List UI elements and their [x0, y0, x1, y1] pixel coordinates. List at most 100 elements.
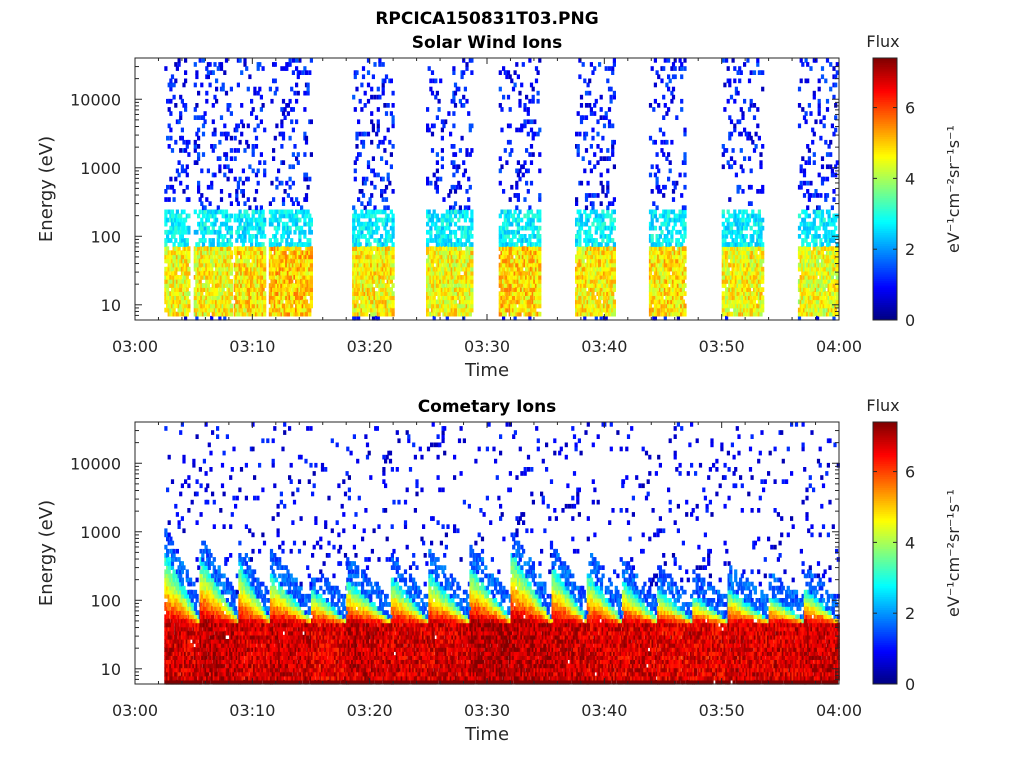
flux-cell — [671, 180, 676, 186]
flux-cell — [430, 131, 435, 137]
flux-cell — [170, 148, 175, 153]
flux-cell — [167, 275, 171, 280]
flux-cell — [216, 66, 220, 71]
flux-cell — [254, 144, 259, 149]
flux-cell — [725, 279, 729, 284]
flux-cell — [361, 275, 366, 280]
flux-cell — [210, 184, 214, 190]
flux-cell — [283, 307, 287, 313]
flux-cell — [612, 217, 616, 223]
flux-cell — [502, 295, 506, 301]
flux-cell — [243, 62, 247, 67]
flux-cell — [241, 180, 245, 186]
flux-cell — [272, 213, 276, 219]
flux-cell — [250, 262, 254, 268]
flux-cell — [583, 287, 587, 292]
flux-cell — [352, 229, 356, 235]
flux-cell — [303, 90, 307, 96]
flux-cell — [216, 311, 220, 317]
flux-cell — [371, 209, 375, 215]
flux-cell — [599, 107, 603, 112]
flux-cell — [283, 258, 287, 264]
flux-cell — [233, 246, 237, 251]
flux-cell — [434, 291, 438, 296]
flux-cell — [589, 234, 593, 239]
flux-cell — [263, 307, 267, 313]
flux-cell — [291, 246, 295, 251]
flux-cell — [251, 213, 255, 219]
flux-cell — [261, 225, 265, 231]
flux-cell — [180, 127, 184, 133]
flux-cell — [675, 213, 679, 219]
flux-cell — [371, 287, 375, 292]
flux-cell — [370, 221, 374, 227]
flux-cell — [293, 229, 297, 235]
flux-cell — [291, 58, 295, 63]
flux-cell — [663, 291, 667, 296]
flux-cell — [240, 283, 244, 288]
flux-cell — [226, 238, 230, 243]
flux-cell — [662, 115, 666, 120]
flux-cell — [381, 250, 385, 256]
flux-cell — [538, 303, 542, 309]
flux-cell — [511, 86, 516, 92]
flux-cell — [589, 62, 593, 67]
flux-cell — [235, 270, 239, 276]
flux-cell — [439, 307, 443, 313]
flux-cell — [353, 213, 357, 219]
flux-cell — [728, 295, 732, 301]
flux-cell — [238, 176, 242, 182]
flux-cell — [180, 98, 184, 104]
flux-cell — [452, 144, 456, 149]
flux-cell — [184, 279, 188, 284]
flux-cell — [366, 82, 371, 88]
flux-cell — [301, 262, 305, 268]
flux-cell — [663, 217, 667, 223]
flux-cell — [286, 258, 290, 264]
flux-cell — [243, 287, 247, 292]
flux-cell — [221, 238, 225, 243]
flux-cell — [211, 311, 215, 317]
flux-cell — [304, 311, 309, 317]
panel-1: 03:00 03:10 03:20 03:30 03:40 03:50 04:0010100… — [36, 32, 963, 381]
flux-cell — [298, 266, 302, 272]
flux-cell — [286, 234, 290, 239]
flux-cell — [203, 283, 207, 288]
flux-cell — [259, 234, 263, 239]
flux-cell — [361, 193, 366, 198]
flux-cell — [370, 262, 374, 268]
flux-cell — [236, 180, 240, 186]
flux-cell — [452, 205, 456, 211]
flux-cell — [259, 242, 263, 247]
flux-cell — [384, 311, 389, 317]
flux-cell — [660, 139, 664, 145]
flux-cell — [683, 213, 687, 219]
flux-cell — [233, 213, 237, 219]
flux-cell — [170, 74, 175, 80]
flux-cell — [216, 266, 220, 272]
flux-cell — [583, 168, 587, 174]
flux-cell — [668, 275, 672, 280]
flux-cell — [228, 295, 232, 301]
flux-cell — [361, 254, 366, 260]
flux-cell — [270, 98, 274, 104]
flux-cell — [206, 184, 210, 190]
flux-cell — [286, 246, 290, 251]
flux-cell — [470, 307, 474, 313]
flux-cell — [174, 246, 178, 251]
flux-cell — [667, 152, 671, 157]
flux-cell — [241, 242, 245, 247]
flux-cell — [240, 213, 244, 219]
flux-cell — [228, 262, 232, 268]
flux-cell — [525, 287, 529, 292]
flux-cell — [193, 295, 197, 301]
flux-cell — [353, 250, 357, 256]
flux-cell — [172, 291, 176, 296]
flux-cell — [368, 291, 372, 296]
flux-cell — [721, 144, 725, 149]
flux-cell — [261, 66, 265, 71]
flux-cell — [449, 189, 453, 194]
flux-cell — [376, 315, 380, 321]
flux-cell — [246, 246, 250, 251]
flux-cell — [205, 258, 209, 264]
